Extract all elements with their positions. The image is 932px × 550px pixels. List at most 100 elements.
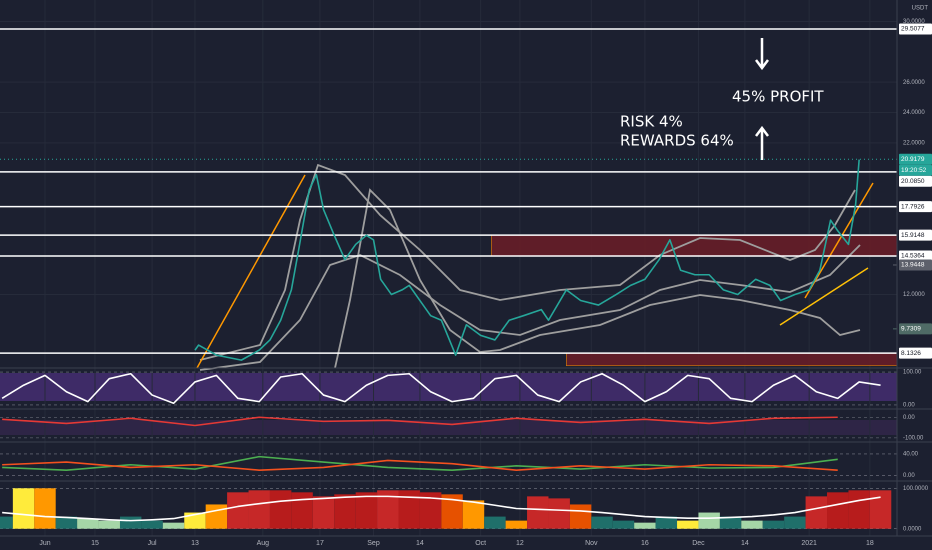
indicator-bar bbox=[548, 498, 570, 529]
price-label: 14.5364 bbox=[901, 253, 925, 260]
indicator-bar bbox=[355, 492, 378, 529]
indicator-bar bbox=[698, 512, 720, 529]
x-tick-label: Jun bbox=[39, 540, 50, 547]
zones bbox=[491, 234, 898, 367]
x-tick-label: 13 bbox=[191, 540, 199, 547]
drawings bbox=[196, 38, 874, 371]
indicator-bar bbox=[312, 496, 335, 529]
indicator-tick-label: 100.0000 bbox=[903, 486, 929, 492]
indicator-tick-label: 0.00 bbox=[903, 415, 915, 421]
indicator-tick-label: -100.00 bbox=[903, 435, 924, 441]
indicator-bar bbox=[98, 520, 120, 529]
indicator-bar bbox=[527, 496, 549, 529]
annotation: RISK 4% bbox=[620, 113, 683, 131]
unit-label: USDT bbox=[912, 6, 929, 12]
indicator-bar bbox=[77, 518, 99, 529]
price-label-box bbox=[899, 259, 932, 271]
indicator-tick-label: 100.00 bbox=[903, 370, 922, 376]
indicator-bar bbox=[12, 488, 35, 529]
x-tick-label: 2021 bbox=[801, 540, 817, 547]
x-tick-label: 18 bbox=[866, 540, 874, 547]
indicator-bar bbox=[848, 490, 870, 529]
annotation: 45% PROFIT bbox=[732, 88, 824, 106]
arrow-down bbox=[755, 38, 769, 71]
x-tick-label: Nov bbox=[585, 540, 598, 547]
price-label: 19:20:52 bbox=[901, 167, 927, 174]
indicator-bar bbox=[484, 516, 506, 529]
price-label: 20.0850 bbox=[901, 178, 925, 185]
annotation: REWARDS 64% bbox=[620, 132, 734, 150]
indicator-bar bbox=[398, 490, 420, 529]
indicator-tick-label: 40.00 bbox=[903, 451, 919, 457]
price-label: 8.1326 bbox=[901, 350, 921, 357]
indicator-bar bbox=[55, 516, 78, 529]
grid bbox=[0, 0, 897, 536]
indicator-bar bbox=[419, 492, 442, 529]
stoch-band bbox=[0, 373, 897, 401]
y-tick-label: 30.0000 bbox=[903, 19, 925, 25]
x-tick-label: 16 bbox=[641, 540, 649, 547]
indicator-bar bbox=[291, 492, 313, 529]
indicator-bar bbox=[784, 516, 806, 529]
x-tick-label: Aug bbox=[257, 540, 270, 547]
indicator-bar bbox=[869, 490, 892, 529]
bollinger-upper bbox=[199, 163, 856, 361]
indicator-bar bbox=[184, 512, 206, 529]
x-tick-label: 17 bbox=[316, 540, 324, 547]
x-tick-label: Sep bbox=[367, 540, 380, 547]
cci-band bbox=[0, 420, 897, 435]
indicator-bar bbox=[569, 504, 592, 529]
indicator-bar bbox=[377, 490, 399, 529]
indicator-bar bbox=[0, 516, 13, 529]
price-label: 13.9448 bbox=[901, 262, 925, 269]
indicator-bar bbox=[119, 516, 142, 529]
indicator-bar bbox=[441, 494, 463, 529]
indicator-bar bbox=[462, 500, 485, 529]
x-tick-label: 14 bbox=[741, 540, 749, 547]
indicator-tick-label: 0.00 bbox=[903, 402, 915, 408]
indicator-bar bbox=[655, 516, 678, 529]
arrow-up bbox=[755, 125, 769, 160]
indicator-line bbox=[2, 495, 881, 522]
x-tick-label: Dec bbox=[692, 540, 705, 547]
indicator-bar bbox=[719, 516, 742, 529]
price-label-box bbox=[899, 153, 932, 165]
indicator-line bbox=[2, 416, 838, 427]
price-label-box bbox=[899, 164, 932, 176]
x-tick-label: 14 bbox=[416, 540, 424, 547]
marks bbox=[0, 28, 897, 529]
indicator-bar bbox=[677, 520, 699, 529]
indicator-tick-label: 0.00 bbox=[903, 473, 915, 479]
price-label: 9.7309 bbox=[901, 326, 921, 333]
trend-line bbox=[779, 267, 869, 326]
indicator-bar bbox=[334, 494, 356, 529]
y-tick-label: 24.0000 bbox=[903, 110, 925, 116]
price-label-box bbox=[899, 23, 932, 35]
indicator-bar bbox=[248, 490, 270, 529]
price-label-box bbox=[899, 250, 932, 262]
indicator-bar bbox=[34, 488, 56, 529]
price-label: 29.5077 bbox=[901, 26, 925, 33]
price-label-box bbox=[899, 175, 932, 187]
indicator-bar bbox=[634, 522, 656, 529]
price-label-box bbox=[899, 323, 932, 335]
indicator-bar bbox=[741, 520, 763, 529]
indicator-bar bbox=[805, 496, 828, 529]
indicator-line bbox=[2, 459, 838, 471]
indicator-bar bbox=[827, 492, 849, 529]
indicator-bar bbox=[162, 522, 185, 529]
x-tick-label: 15 bbox=[91, 540, 99, 547]
zone bbox=[566, 352, 898, 367]
indicator-bar bbox=[141, 520, 163, 529]
indicator-bar bbox=[505, 520, 528, 529]
indicator-line bbox=[1, 372, 881, 405]
x-tick-label: Jul bbox=[148, 540, 157, 547]
price-line bbox=[194, 159, 860, 361]
indicator-bar bbox=[612, 520, 635, 529]
price-label-box bbox=[899, 201, 932, 213]
y-tick-label: 26.0000 bbox=[903, 80, 925, 86]
price-label-box bbox=[899, 229, 932, 241]
